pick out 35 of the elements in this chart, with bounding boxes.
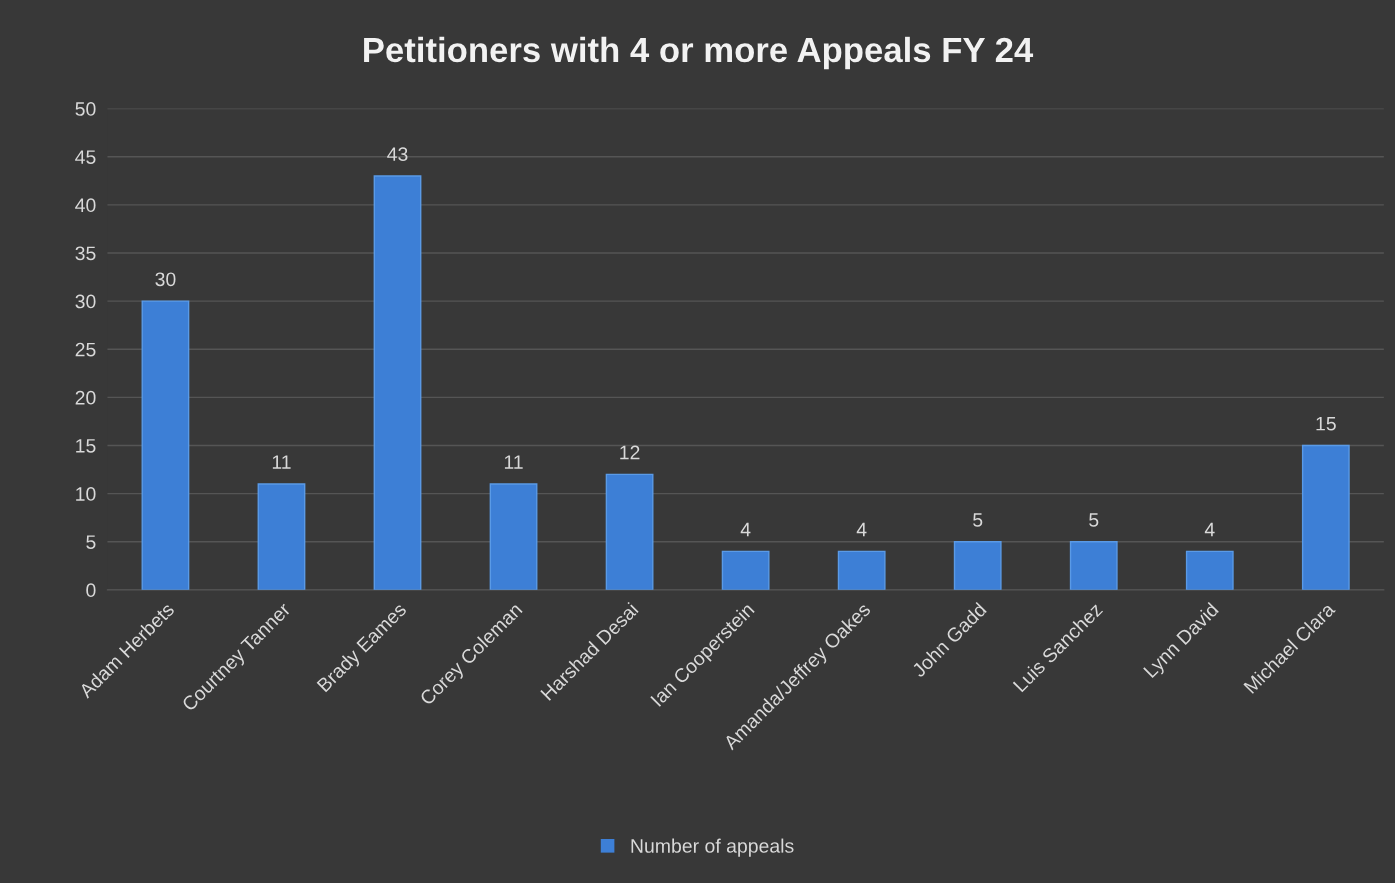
y-tick-label: 10 — [76, 487, 96, 501]
data-label: 4 — [1204, 522, 1215, 537]
bar — [1301, 444, 1350, 590]
bar — [1185, 550, 1234, 590]
y-tick-label: 45 — [75, 150, 96, 164]
data-label: 5 — [973, 513, 983, 527]
bar — [837, 550, 886, 590]
data-label: 11 — [272, 455, 291, 469]
data-label: 43 — [387, 147, 408, 162]
y-tick-label: 20 — [75, 390, 96, 405]
bar — [953, 541, 1002, 590]
legend-label: Number of appeals — [631, 838, 794, 857]
chart-title: Petitioners with 4 or more Appeals FY 24 — [364, 36, 1034, 70]
data-label: 4 — [856, 522, 867, 537]
bar — [1069, 541, 1118, 590]
y-tick-label: 40 — [75, 198, 96, 213]
bar — [373, 175, 422, 590]
y-tick-label: 15 — [76, 439, 96, 453]
data-label: 4 — [740, 522, 751, 537]
bar — [721, 550, 770, 590]
y-tick-label: 25 — [75, 342, 96, 357]
y-tick-label: 30 — [75, 294, 96, 309]
data-label: 30 — [155, 272, 176, 287]
bar — [489, 483, 538, 590]
bar — [257, 483, 306, 590]
y-tick-label: 35 — [75, 246, 96, 261]
y-tick-label: 0 — [86, 583, 96, 598]
y-tick-label: 5 — [86, 535, 96, 549]
data-label: 12 — [620, 445, 640, 460]
data-label: 15 — [1316, 416, 1336, 431]
bar — [141, 300, 190, 590]
y-tick-label: 50 — [75, 102, 96, 116]
bar — [605, 473, 654, 590]
data-label: 5 — [1089, 513, 1099, 527]
data-label: 11 — [504, 455, 523, 469]
